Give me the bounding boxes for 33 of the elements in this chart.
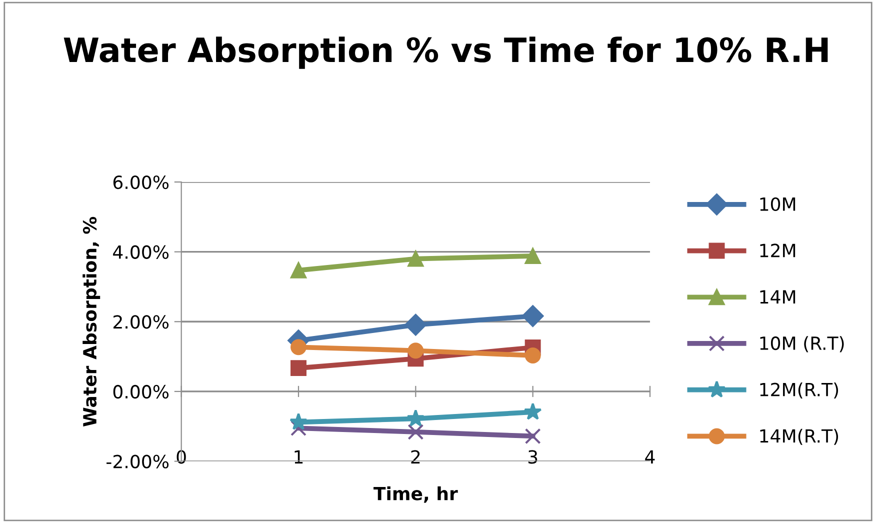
- x-axis-title: Time, hr: [374, 486, 458, 503]
- y-tick-label: -2.00%: [106, 454, 169, 468]
- point: [522, 305, 544, 327]
- point: [524, 428, 541, 444]
- legend-label: 10M (R.T): [760, 336, 844, 352]
- x-tick-label: 2: [411, 450, 420, 464]
- y-tick-label: 4.00%: [113, 245, 169, 259]
- point: [290, 262, 306, 278]
- legend-label: 14M(R.T): [760, 428, 838, 445]
- point: [524, 402, 542, 420]
- legend-label: 14M: [760, 290, 796, 304]
- point: [408, 424, 424, 440]
- point: [290, 339, 306, 356]
- chart-title: Water Absorption % vs Time for 10% R.H: [64, 36, 828, 69]
- y-tick-label: 2.00%: [113, 315, 169, 329]
- point: [290, 360, 306, 376]
- point: [406, 409, 425, 426]
- point: [290, 412, 308, 430]
- point: [524, 348, 541, 364]
- y-tick-label: 0.00%: [113, 384, 169, 399]
- point: [524, 248, 541, 264]
- legend-label: 12M(R.T): [760, 382, 838, 399]
- point: [408, 250, 424, 267]
- point: [408, 342, 424, 359]
- y-tick-label: 6.00%: [113, 175, 169, 190]
- x-tick-label: 3: [528, 450, 538, 464]
- x-tick-label: 1: [294, 450, 303, 464]
- legend-label: 12M: [760, 244, 796, 258]
- legend-label: 10M: [760, 197, 796, 211]
- point: [290, 420, 306, 436]
- point: [404, 314, 427, 336]
- x-tick-label: 4: [645, 450, 655, 464]
- y-axis-title: Water Absorption, %: [82, 216, 100, 426]
